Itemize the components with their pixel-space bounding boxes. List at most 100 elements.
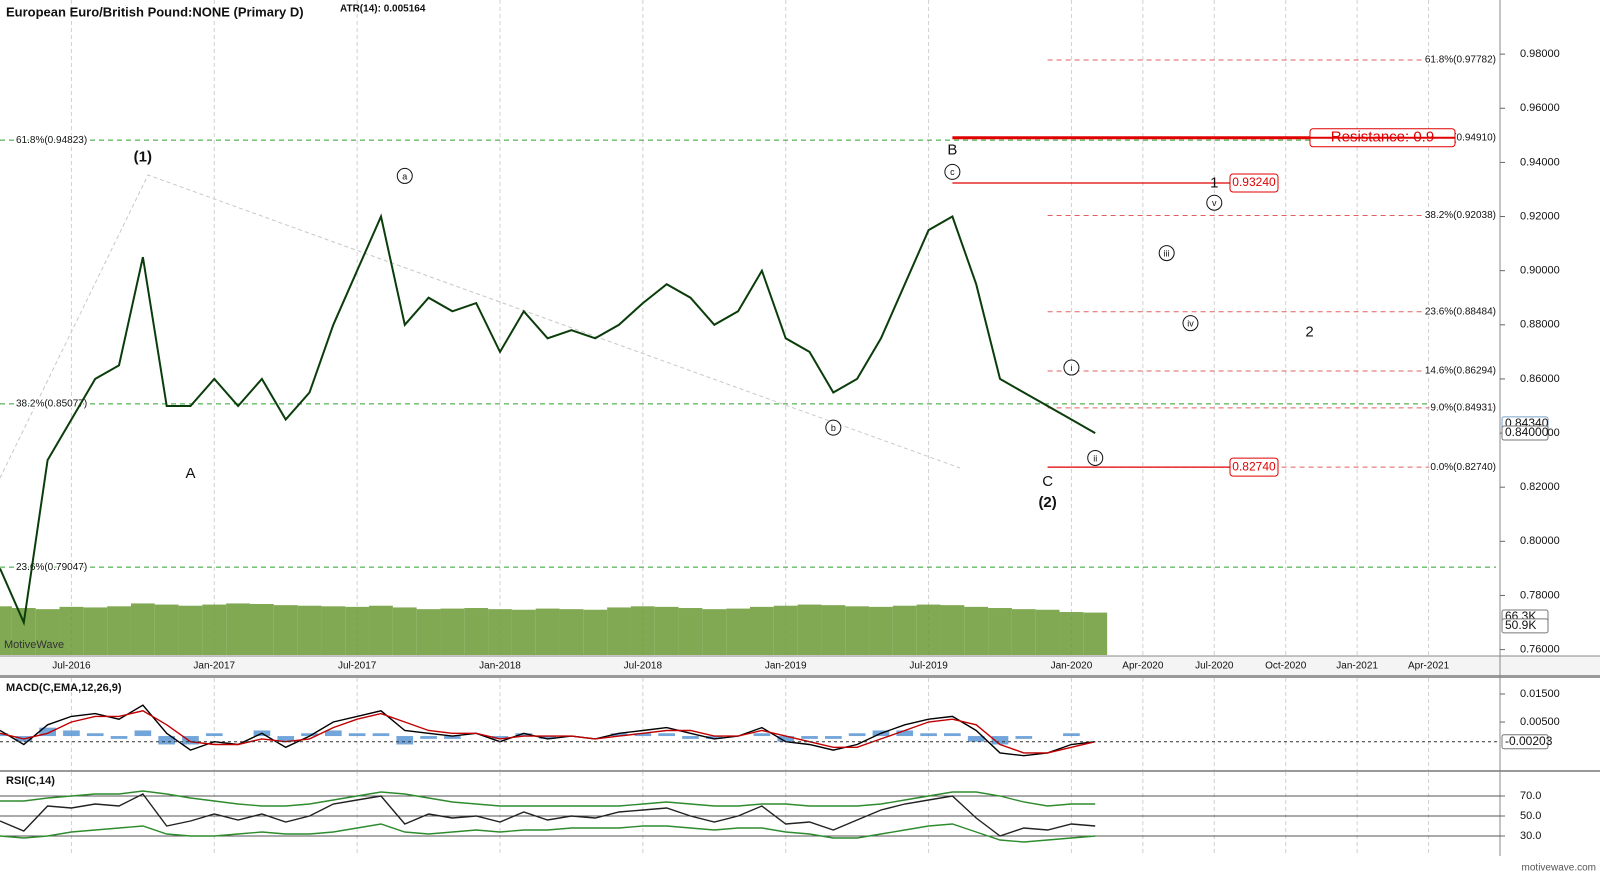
histogram-bar (86, 733, 104, 737)
volume-bar (511, 609, 536, 655)
wave-circle (1087, 449, 1104, 466)
histogram-bar (63, 730, 80, 737)
time-axis-band (0, 656, 1600, 676)
y-tick-label: 0.78000 (1520, 589, 1560, 601)
volume-bar (59, 606, 84, 655)
volume-bar (583, 609, 608, 655)
series-line (0, 710, 1096, 754)
volume-bar (797, 604, 822, 655)
indicator-label: ATR(14): 0.005164 (340, 4, 426, 15)
volume-bar (202, 604, 227, 655)
volume-bar (726, 608, 750, 655)
wave-circle (944, 163, 961, 180)
trend-line (0, 174, 961, 479)
histogram-bar (801, 736, 818, 739)
volume-bar (107, 606, 131, 655)
wave-label: v (1212, 198, 1217, 208)
chart-title: European Euro/British Pound:NONE (Primar… (6, 4, 304, 19)
volume-bar (250, 603, 274, 655)
panel-separator (0, 770, 1600, 772)
histogram-bar (1015, 736, 1033, 739)
histogram-bar (348, 733, 366, 737)
x-tick-label: Jul-2018 (624, 661, 663, 672)
y-tick-label: 0.00500 (1520, 716, 1560, 728)
volume-bar (845, 606, 870, 655)
series-line (0, 793, 1096, 837)
value-marker-box (1501, 618, 1549, 634)
panel-title: RSI(C,14) (6, 775, 55, 787)
volume-bar (535, 608, 560, 655)
y-tick-label: 0.90000 (1520, 265, 1560, 277)
histogram-bar (420, 736, 437, 739)
histogram-bar (610, 733, 628, 737)
wave-circle (1206, 194, 1223, 211)
wave-label: i (1070, 363, 1072, 373)
fib-label: 61.8%(0.97782) (1425, 55, 1496, 66)
histogram-bar (658, 733, 675, 737)
histogram-bar (110, 736, 128, 739)
y-tick-label: 0.86000 (1520, 373, 1560, 385)
y-tick-label: 0.98000 (1520, 48, 1560, 60)
x-tick-label: Jan-2021 (1336, 661, 1378, 672)
wave-circle (1182, 315, 1199, 332)
wave-label: b (831, 423, 836, 433)
wave-circle (396, 167, 413, 184)
x-tick-label: Apr-2020 (1122, 661, 1164, 672)
volume-bar (750, 606, 774, 655)
y-tick-label: 0.76000 (1520, 643, 1560, 655)
y-tick-label: 70.0 (1520, 790, 1541, 802)
x-tick-label: Jan-2017 (193, 661, 235, 672)
volume-bar (1011, 609, 1036, 655)
volume-bar (440, 608, 465, 655)
histogram-bar (39, 727, 56, 737)
histogram-bar (753, 733, 771, 737)
x-tick-label: Jan-2020 (1051, 661, 1093, 672)
wave-label: (1) (134, 148, 152, 165)
volume-bar (869, 606, 893, 655)
fib-label: 61.8%(0.94823) (16, 135, 87, 146)
fib-label: 23.6%(0.88484) (1425, 306, 1496, 317)
panel-title: MACD(C,EMA,12,26,9) (6, 682, 122, 694)
series-line (0, 823, 1096, 843)
volume-bar (464, 608, 489, 655)
value-marker-label: -0.00203 (1505, 734, 1553, 748)
y-tick-label: 30.0 (1520, 830, 1541, 842)
volume-bar (130, 603, 155, 655)
x-tick-label: Jul-2020 (1195, 661, 1234, 672)
volume-bar (321, 606, 346, 655)
histogram-bar (182, 736, 199, 745)
fib-label: 9.0%(0.84931) (1430, 402, 1496, 413)
volume-bar (369, 605, 393, 655)
series-line (0, 704, 1096, 757)
histogram-bar (896, 730, 914, 737)
volume-bar (488, 609, 512, 655)
volume-bar (702, 609, 727, 655)
volume-bar (416, 609, 441, 655)
histogram-bar (848, 733, 866, 737)
wave-label: 1 (1210, 175, 1218, 192)
x-tick-label: Oct-2020 (1265, 661, 1307, 672)
histogram-bar (539, 736, 556, 739)
footer: motivewave.com (1522, 863, 1596, 874)
volume-bar (178, 605, 203, 655)
value-marker-label: 50.9K (1505, 618, 1536, 632)
wave-circle (825, 419, 842, 436)
histogram-bar (444, 736, 461, 739)
volume-bar (654, 606, 679, 655)
wave-label: (2) (1038, 494, 1056, 511)
histogram-bar (277, 736, 295, 742)
wave-label: ii (1093, 453, 1097, 463)
volume-bar (773, 605, 798, 655)
histogram-bar (205, 733, 223, 737)
histogram-bar (991, 736, 1009, 745)
volume-bar (35, 609, 60, 655)
value-marker-box (1501, 425, 1549, 441)
y-tick-label: 50.0 (1520, 810, 1541, 822)
volume-bar (940, 605, 965, 655)
x-tick-label: Jul-2016 (52, 661, 91, 672)
wave-label: B (947, 141, 957, 158)
histogram-bar (705, 736, 723, 739)
volume-bar (273, 605, 298, 655)
